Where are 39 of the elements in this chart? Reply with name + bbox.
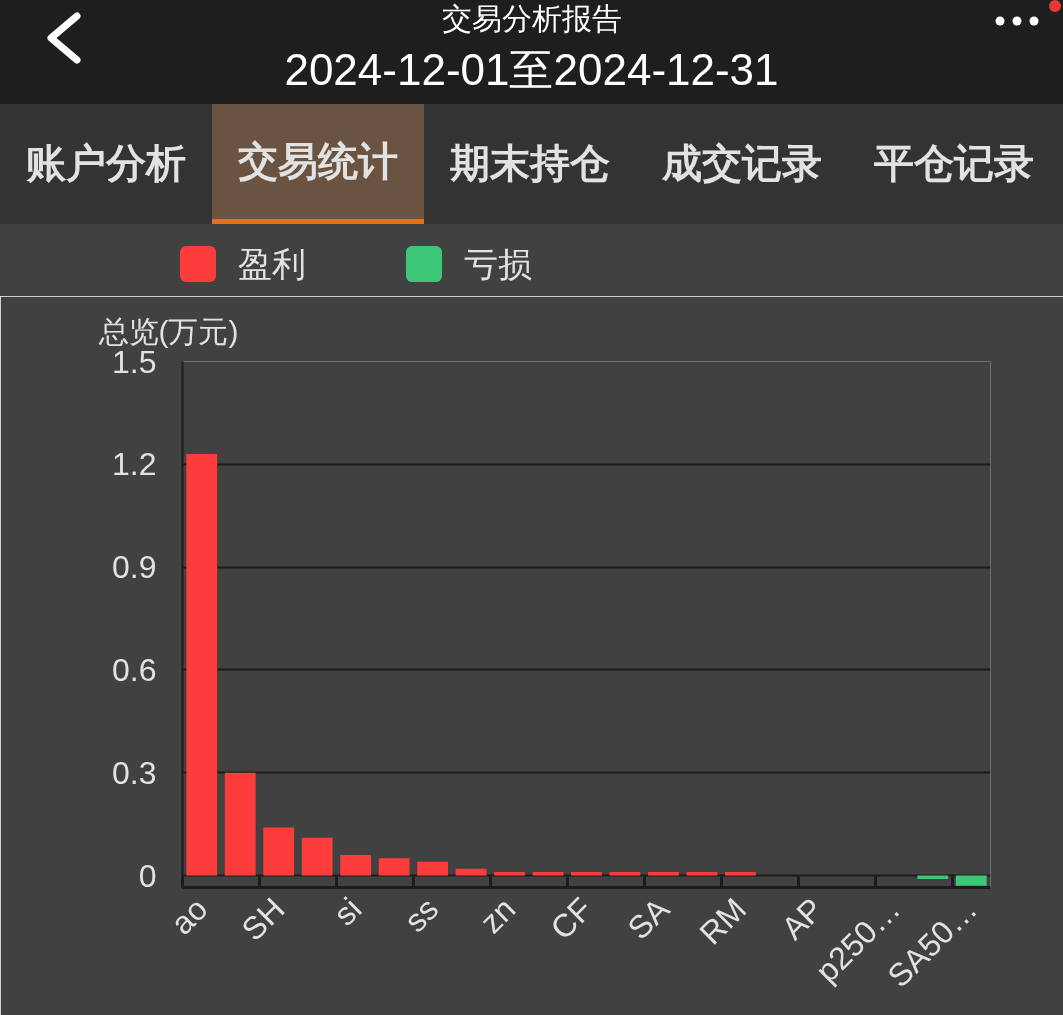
bar	[648, 872, 679, 876]
y-tick-label: 0.3	[112, 754, 157, 791]
bar	[301, 837, 333, 876]
y-tick-label: 0.6	[112, 651, 157, 688]
bar	[609, 872, 641, 876]
x-tick-label: zn	[472, 890, 523, 941]
y-tick-label: 0	[138, 857, 157, 894]
x-tick-label: CF	[543, 890, 600, 947]
text: 账户分析	[25, 140, 187, 188]
bar	[455, 868, 487, 876]
bar	[340, 854, 372, 876]
chart-title: 交易分析报告	[440, 1, 623, 37]
x-tick-label: AP	[774, 890, 831, 947]
x-tick-label: RM	[692, 890, 754, 952]
y-tick-label: 0.9	[112, 549, 157, 586]
x-tick-label: SA	[620, 890, 677, 947]
bar	[494, 872, 525, 876]
bar	[955, 875, 987, 886]
y-tick-label: 1.2	[112, 446, 157, 483]
text: 期末持仓	[449, 140, 611, 188]
bar	[571, 872, 602, 876]
bar	[263, 827, 295, 876]
bar	[686, 872, 718, 876]
chart-subtitle: 2024-12-01至2024-12-31	[283, 44, 780, 96]
x-tick-label: ss	[397, 890, 446, 939]
bar	[224, 772, 256, 876]
text: 交易统计	[212, 104, 424, 224]
text: 平仓记录	[873, 140, 1035, 188]
bar	[725, 872, 756, 876]
legend-label: 亏损	[464, 244, 532, 284]
legend-label: 盈利	[238, 244, 306, 284]
text: 成交记录	[661, 140, 823, 188]
bar	[532, 872, 564, 876]
bar	[378, 858, 410, 876]
x-tick-label: ao	[163, 890, 215, 942]
x-tick-label: si	[326, 890, 369, 933]
x-tick-label: SH	[234, 890, 292, 948]
bar	[417, 861, 448, 876]
bar	[186, 454, 218, 876]
